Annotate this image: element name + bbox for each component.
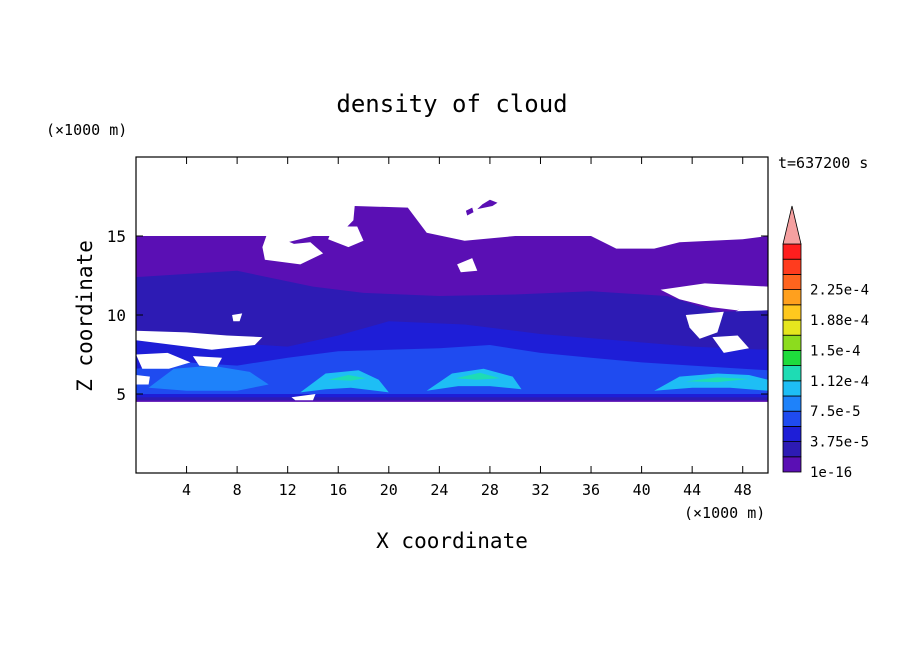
colorbar: 2.25e-4 1.88e-4 1.5e-4 1.12e-4 7.5e-5 3.75e-5… — [782, 205, 869, 481]
region-gap-15 — [291, 394, 316, 401]
colorbar-swatch — [782, 243, 802, 260]
colorbar-label: 3.75e-5 — [810, 435, 869, 451]
colorbar-swatch — [782, 319, 802, 336]
x-axis: 4 8 12 16 20 24 28 32 36 40 44 48 — [182, 157, 752, 499]
colorbar-swatch — [782, 273, 802, 290]
x-unit-label: (×1000 m) — [684, 504, 765, 522]
x-tick-label: 24 — [430, 481, 448, 499]
region-gap-upper-right — [457, 258, 478, 273]
region-cell-26 — [426, 368, 522, 391]
colorbar-extend — [782, 205, 802, 245]
region-cell-45 — [654, 373, 768, 391]
colorbar-swatch — [782, 395, 802, 412]
colorbar-swatch — [782, 456, 802, 473]
colorbar-label: 2.25e-4 — [810, 283, 869, 299]
x-tick-label: 32 — [531, 481, 549, 499]
region-gap-upper-mid — [328, 226, 364, 248]
colorbar-label: 1.12e-4 — [810, 374, 869, 390]
region-cell-16-core — [328, 375, 366, 381]
region-gap-left-4 — [136, 375, 150, 385]
x-tick-label: 12 — [279, 481, 297, 499]
colorbar-label: 1e-16 — [810, 465, 852, 481]
region-gap-left-2 — [136, 352, 191, 369]
x-tick-label: 4 — [182, 481, 191, 499]
x-tick-label: 48 — [734, 481, 752, 499]
colorbar-swatch — [782, 289, 802, 306]
x-tick-label: 40 — [633, 481, 651, 499]
x-tick-label: 28 — [481, 481, 499, 499]
region-boundary-layer — [136, 345, 768, 394]
region-high-patch-2 — [465, 207, 474, 216]
x-tick-label: 8 — [233, 481, 242, 499]
colorbar-label: 7.5e-5 — [810, 404, 861, 420]
region-high-patch-1 — [477, 199, 498, 210]
y-tick-label: 5 — [116, 385, 126, 404]
colorbar-swatch — [782, 380, 802, 397]
x-axis-label: X coordinate — [376, 529, 528, 553]
y-unit-label: (×1000 m) — [46, 121, 127, 139]
y-tick-label: 15 — [107, 227, 126, 246]
colorbar-swatch — [782, 365, 802, 382]
colorbar-swatch — [782, 304, 802, 321]
y-axis: 5 10 15 — [107, 227, 768, 404]
density-field — [136, 199, 768, 402]
region-cell-26-core — [455, 372, 500, 380]
colorbar-swatch — [782, 258, 802, 275]
region-gap-left-5 — [232, 313, 243, 322]
colorbar-swatch — [782, 334, 802, 351]
time-label: t=637200 s — [778, 154, 868, 172]
colorbar-label: 1.88e-4 — [810, 313, 869, 329]
chart-title: density of cloud — [336, 90, 567, 118]
colorbar-label: 1.5e-4 — [810, 343, 861, 359]
x-tick-label: 36 — [582, 481, 600, 499]
region-cell-16 — [300, 370, 389, 393]
colorbar-swatch — [782, 349, 802, 366]
colorbar-swatch — [782, 410, 802, 427]
region-gap-upper-left — [262, 232, 324, 265]
region-gap-right — [660, 283, 768, 311]
x-tick-label: 44 — [683, 481, 701, 499]
colorbar-swatch — [782, 441, 802, 458]
region-gap-left-1 — [136, 330, 263, 350]
region-cell-45-core — [685, 377, 749, 383]
region-cell-left — [148, 365, 269, 391]
x-tick-label: 20 — [380, 481, 398, 499]
y-tick-label: 10 — [107, 306, 126, 325]
x-tick-label: 16 — [329, 481, 347, 499]
region-gap-right-2 — [685, 311, 724, 339]
y-axis-label: Z coordinate — [73, 240, 97, 392]
region-gap-right-3 — [712, 335, 749, 353]
region-gap-left-3 — [192, 356, 222, 368]
colorbar-swatch — [782, 425, 802, 442]
